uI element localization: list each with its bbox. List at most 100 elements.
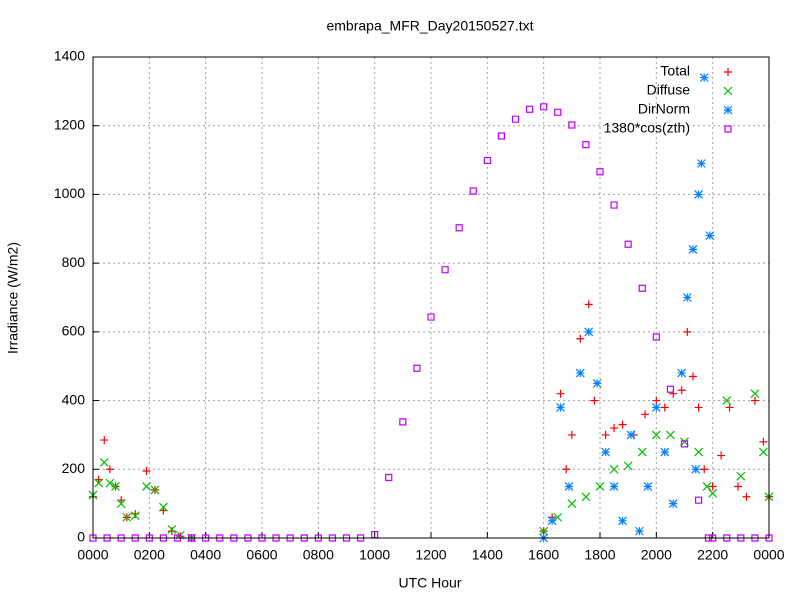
legend-label: Total bbox=[660, 63, 690, 79]
point bbox=[691, 464, 701, 474]
point bbox=[683, 327, 692, 336]
point bbox=[651, 403, 661, 412]
point bbox=[122, 512, 132, 522]
y-tick-label: 1400 bbox=[54, 48, 85, 64]
point bbox=[635, 526, 644, 536]
point bbox=[556, 389, 565, 398]
x-axis-label: UTC Hour bbox=[398, 575, 461, 591]
point bbox=[694, 403, 703, 412]
point bbox=[610, 424, 619, 433]
x-tick-label: 1800 bbox=[584, 547, 615, 563]
point bbox=[103, 534, 111, 542]
point bbox=[342, 534, 351, 542]
point bbox=[643, 482, 653, 491]
point bbox=[702, 482, 712, 491]
point bbox=[142, 467, 151, 476]
point bbox=[624, 240, 632, 248]
point bbox=[736, 471, 746, 481]
legend: Total Diffuse DirNorm 1380*cos(zth) bbox=[604, 63, 733, 136]
point bbox=[660, 403, 669, 412]
point bbox=[564, 482, 574, 491]
point bbox=[652, 333, 660, 341]
point bbox=[694, 447, 704, 457]
point bbox=[328, 534, 337, 542]
point bbox=[150, 485, 160, 495]
point bbox=[641, 410, 650, 419]
x-tick-label: 1200 bbox=[415, 547, 446, 563]
x-tick-label: 0000 bbox=[753, 547, 784, 563]
point bbox=[413, 364, 421, 372]
legend-marker bbox=[724, 68, 732, 76]
point bbox=[244, 534, 252, 542]
point bbox=[158, 502, 168, 512]
point bbox=[562, 465, 571, 474]
x-tick-label: 2200 bbox=[697, 547, 728, 563]
point bbox=[145, 534, 153, 542]
legend-marker bbox=[723, 86, 733, 96]
y-tick-label: 1200 bbox=[54, 116, 85, 132]
point bbox=[385, 473, 393, 482]
point bbox=[286, 534, 294, 542]
point bbox=[399, 418, 407, 426]
point bbox=[595, 482, 605, 491]
point bbox=[525, 105, 534, 113]
point bbox=[117, 534, 125, 542]
x-tick-label: 0000 bbox=[77, 547, 108, 563]
point bbox=[105, 478, 115, 488]
plot-frame bbox=[92, 56, 770, 539]
point bbox=[497, 132, 506, 140]
point bbox=[230, 534, 238, 542]
point bbox=[694, 496, 703, 504]
x-tick-label: 0600 bbox=[246, 547, 277, 563]
point bbox=[455, 224, 463, 232]
point bbox=[725, 403, 734, 412]
legend-marker bbox=[723, 105, 733, 115]
point bbox=[575, 368, 585, 378]
point bbox=[596, 168, 604, 176]
point bbox=[601, 447, 611, 457]
point bbox=[99, 457, 109, 467]
chart-title: embrapa_MFR_Day20150527.txt bbox=[326, 18, 533, 34]
point bbox=[750, 396, 759, 405]
y-tick-label: 1000 bbox=[54, 185, 85, 201]
point bbox=[553, 512, 563, 522]
point bbox=[609, 464, 619, 474]
point bbox=[626, 430, 636, 440]
x-tick-label: 0400 bbox=[190, 547, 221, 563]
point bbox=[131, 509, 140, 518]
point bbox=[677, 386, 686, 395]
point bbox=[610, 201, 618, 209]
y-tick-label: 400 bbox=[62, 391, 86, 407]
point bbox=[258, 534, 266, 542]
point bbox=[94, 478, 104, 488]
point bbox=[680, 440, 689, 448]
legend-label: Diffuse bbox=[647, 82, 691, 98]
y-tick-label: 200 bbox=[62, 460, 86, 476]
point bbox=[441, 266, 449, 274]
legend-label: 1380*cos(zth) bbox=[604, 120, 690, 136]
point bbox=[708, 488, 718, 498]
legend-label: DirNorm bbox=[638, 101, 690, 117]
point bbox=[722, 396, 732, 405]
point bbox=[750, 389, 760, 399]
point bbox=[759, 437, 768, 446]
plot bbox=[88, 73, 774, 543]
point bbox=[469, 187, 477, 195]
point bbox=[356, 534, 365, 542]
point bbox=[216, 534, 224, 542]
point bbox=[167, 524, 177, 534]
x-tick-label: 1000 bbox=[359, 547, 390, 563]
point bbox=[584, 300, 593, 309]
point bbox=[705, 231, 715, 241]
point bbox=[159, 534, 168, 542]
point bbox=[742, 492, 751, 501]
point bbox=[694, 190, 704, 199]
point bbox=[130, 511, 140, 521]
point bbox=[111, 482, 120, 491]
y-tick-label: 800 bbox=[62, 254, 86, 270]
point bbox=[142, 482, 151, 491]
point bbox=[592, 378, 602, 388]
point bbox=[167, 527, 176, 536]
point bbox=[89, 534, 97, 542]
x-tick-label: 0200 bbox=[134, 547, 165, 563]
